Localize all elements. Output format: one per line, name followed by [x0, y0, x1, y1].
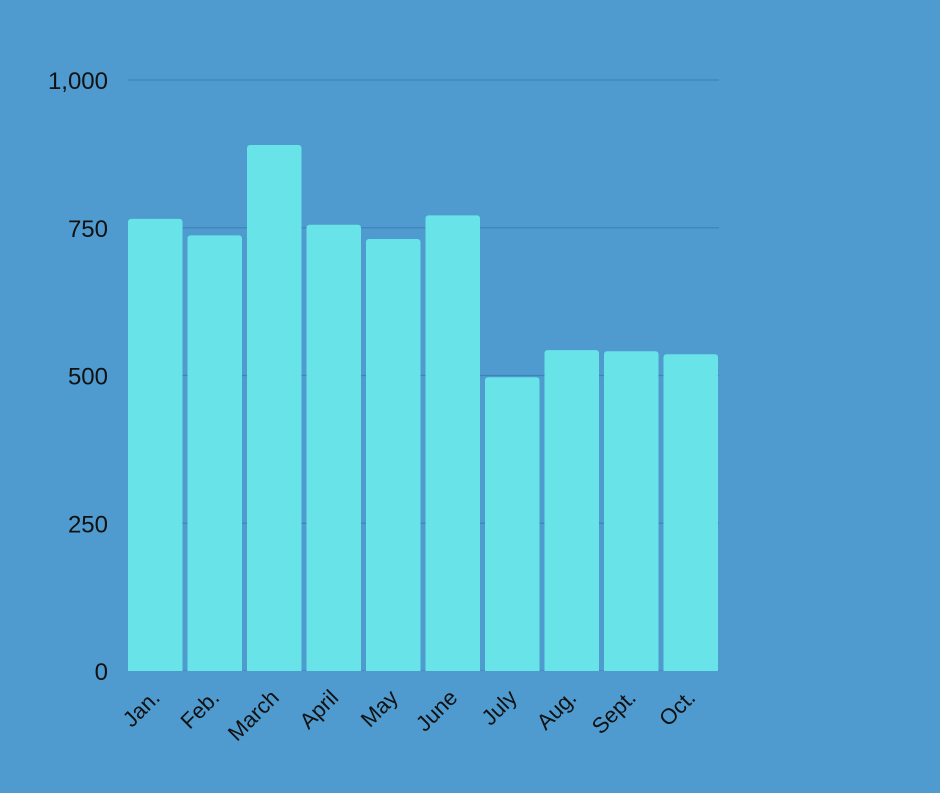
- x-category-label: Sept.: [587, 685, 641, 739]
- x-category-label: Aug.: [532, 685, 582, 735]
- y-tick-label: 1,000: [48, 68, 108, 95]
- x-category-label: Jan.: [118, 685, 165, 732]
- bar-oct: [663, 354, 718, 674]
- baseline-mask: [126, 671, 723, 679]
- y-tick-label: 500: [68, 364, 108, 391]
- y-tick-label: 750: [68, 216, 108, 243]
- y-tick-label: 250: [68, 511, 108, 538]
- bar-jan: [128, 218, 183, 674]
- x-axis-category-labels: Jan. Feb.March April May June July Aug. Sept. Oc…: [118, 685, 701, 746]
- x-category-label: Oct.: [654, 685, 700, 731]
- x-category-label: July: [476, 685, 521, 730]
- x-category-label: Feb.: [175, 685, 224, 734]
- x-category-label: March: [223, 685, 284, 746]
- bar-march: [247, 145, 302, 674]
- bar-april: [306, 224, 361, 675]
- y-axis-tick-labels: 0 250 500 750 1,000: [48, 68, 108, 686]
- x-category-label: May: [356, 685, 403, 732]
- bar-sept: [604, 351, 659, 674]
- bar-july: [485, 377, 540, 674]
- bar-may: [366, 238, 421, 675]
- y-tick-label: 0: [95, 659, 108, 686]
- bars: [126, 145, 723, 679]
- bar-aug: [544, 350, 599, 674]
- bar-june: [425, 215, 480, 674]
- x-category-label: April: [294, 685, 343, 734]
- x-category-label: June: [411, 685, 462, 736]
- bar-feb: [187, 235, 242, 674]
